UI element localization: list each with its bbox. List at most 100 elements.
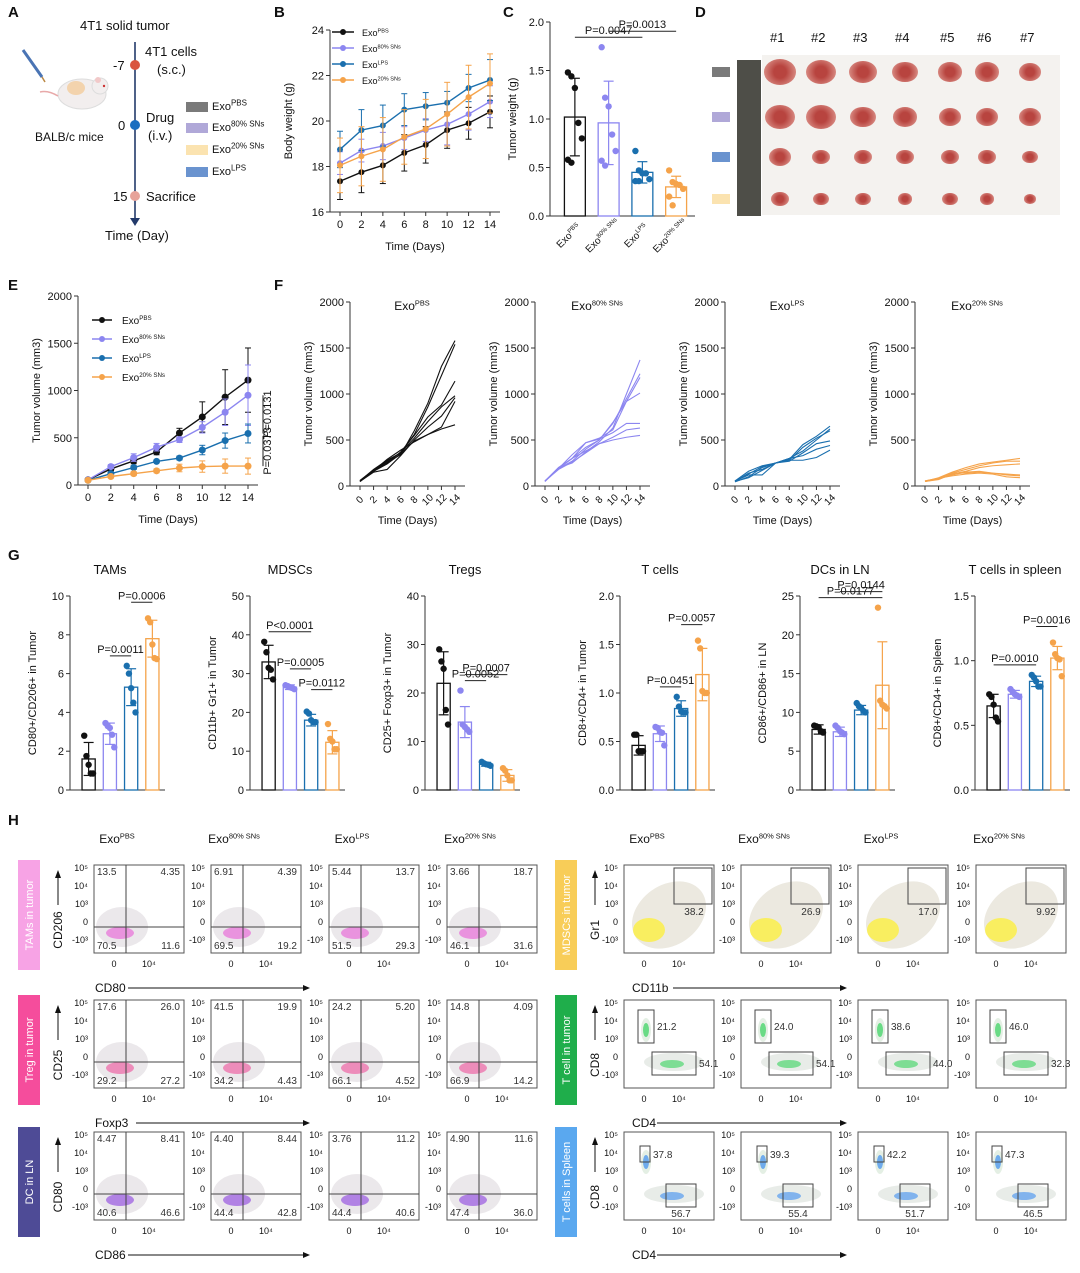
x-tick-label: 0 [354, 494, 366, 506]
data-point [221, 437, 229, 445]
subplot-5: T cells in spleen 0.0 0.5 1.0 1.5 CD8+/CD4+ i… [932, 562, 1070, 797]
timeline-event-2-sub: (i.v.) [148, 128, 173, 143]
y-tick-label: 10³ [722, 1034, 735, 1044]
x-tick-label: 4 [382, 494, 394, 506]
y-tick-label: 40 [407, 591, 419, 603]
y-tick-label: 20 [782, 630, 794, 642]
data-point [874, 604, 882, 611]
density-core [223, 1062, 251, 1074]
data-point [1049, 639, 1057, 646]
data-point [841, 730, 848, 738]
x-tick-label: 10⁴ [142, 959, 156, 969]
data-point [1056, 656, 1063, 663]
p-value-label: P=0.0144 [837, 580, 884, 592]
column-title: Exo20% SNs [973, 831, 1025, 846]
p-value-label: P=0.0131 [262, 390, 274, 437]
y-tick-label: 1000 [885, 389, 909, 401]
data-point [153, 467, 161, 475]
bar [303, 719, 319, 791]
y-tick-label: 0 [413, 785, 419, 797]
y-tick-label: 10⁵ [956, 1130, 970, 1140]
legend-label: Exo20% SNs [122, 372, 165, 384]
y-tick-label: 10⁴ [309, 881, 323, 891]
tumor-sample [854, 149, 872, 165]
subplot-2: Tregs 0 10 20 30 40 CD25+ Foxp3+ in Tumor P=0.0… [382, 562, 520, 797]
data-point [175, 454, 183, 462]
panel-label-f: F [274, 277, 284, 294]
x-tick-label: 0 [228, 1226, 233, 1236]
series-line [339, 82, 491, 167]
quadrant-value: 47.4 [450, 1208, 470, 1219]
x-tick-label: 2 [368, 494, 380, 506]
x-tick-label: 0 [337, 219, 343, 231]
data-point [329, 738, 336, 745]
y-tick-label: 0 [200, 917, 205, 927]
x-tick-label: 10⁴ [377, 959, 391, 969]
y-axis-label: CD11b+ Gr1+ in Tumor [207, 636, 219, 750]
y-tick-label: 40 [232, 630, 244, 642]
data-point [633, 731, 640, 738]
timeline-axis-label: Time (Day) [105, 228, 169, 243]
x-tick-label: 6 [154, 492, 160, 504]
p-value-label: P=0.0013 [619, 19, 666, 31]
y-tick-label: 10³ [192, 899, 205, 909]
group-swatch [712, 67, 730, 77]
panel-label-e: E [8, 277, 19, 294]
legend-swatch [186, 101, 208, 112]
y-tick-label: 15 [782, 669, 794, 681]
arrow-head [55, 1005, 61, 1013]
gate-box [673, 867, 713, 905]
data-point [598, 44, 605, 51]
x-tick-label: 8 [409, 494, 421, 506]
y-tick-label: 10³ [310, 1166, 323, 1176]
x-tick-label: 0 [641, 1094, 646, 1104]
x-tick-label: 10⁴ [672, 1226, 686, 1236]
y-tick-label: 500 [701, 435, 719, 447]
x-tick-label: Exo20% SNs [651, 217, 690, 256]
subplot-title: ExoPBS [394, 298, 430, 313]
x-tick-label: 0 [464, 1226, 469, 1236]
tumor-sample [942, 192, 958, 206]
p-value-label: P=0.0016 [1023, 615, 1070, 627]
y-tick-label: 0 [713, 481, 719, 493]
x-tick-label: 2 [108, 492, 114, 504]
data-point [130, 454, 138, 462]
data-point [312, 718, 319, 726]
subplot-0: TAMs 0 2 4 6 8 10 CD80+/CD206+ in Tumor P=0.0011… [27, 562, 165, 797]
y-tick-label: -10³ [602, 1202, 618, 1212]
y-tick-label: 1.0 [599, 688, 614, 700]
data-point [575, 119, 582, 127]
data-point [153, 457, 161, 465]
y-tick-label: 0 [903, 481, 909, 493]
subplot-title: T cells [641, 562, 679, 577]
tumor-sample [980, 193, 994, 205]
y-tick-label: 10⁴ [604, 1148, 618, 1158]
y-tick-label: 10³ [310, 899, 323, 909]
data-point [646, 175, 653, 183]
flow-plot-frame [740, 999, 832, 1089]
group-swatch [712, 112, 730, 122]
x-tick-label: 10⁴ [377, 1094, 391, 1104]
data-point [1037, 683, 1044, 690]
y-tick-label: 2 [58, 746, 64, 758]
column-title: Exo80% SNs [208, 831, 260, 846]
legend-label: Exo80% SNs [122, 334, 165, 346]
row-label-box [18, 995, 40, 1105]
flow-plot-frame [623, 1131, 715, 1221]
y-tick-label: 2000 [885, 297, 909, 309]
data-point [324, 720, 332, 728]
legend-label: ExoLPS [362, 60, 388, 70]
y-tick-label: 0.5 [599, 737, 614, 749]
y-tick-label: 10³ [310, 1034, 323, 1044]
x-tick-label: Exo80% SNs [583, 217, 622, 256]
y-tick-label: 20 [232, 707, 244, 719]
legend-marker [99, 336, 105, 342]
quadrant-value: 26.0 [161, 1002, 181, 1013]
density-core [995, 1023, 1001, 1037]
tumor-sample [939, 108, 961, 126]
x-tick-label: 10⁴ [259, 1226, 273, 1236]
density-core [106, 1194, 134, 1206]
data-point [665, 193, 673, 200]
y-tick-label: 10⁴ [191, 1148, 205, 1158]
flow-plots: ExoPBS Exo80% SNs ExoLPS Exo20% SNs ExoPBS Ex… [18, 831, 1071, 1262]
